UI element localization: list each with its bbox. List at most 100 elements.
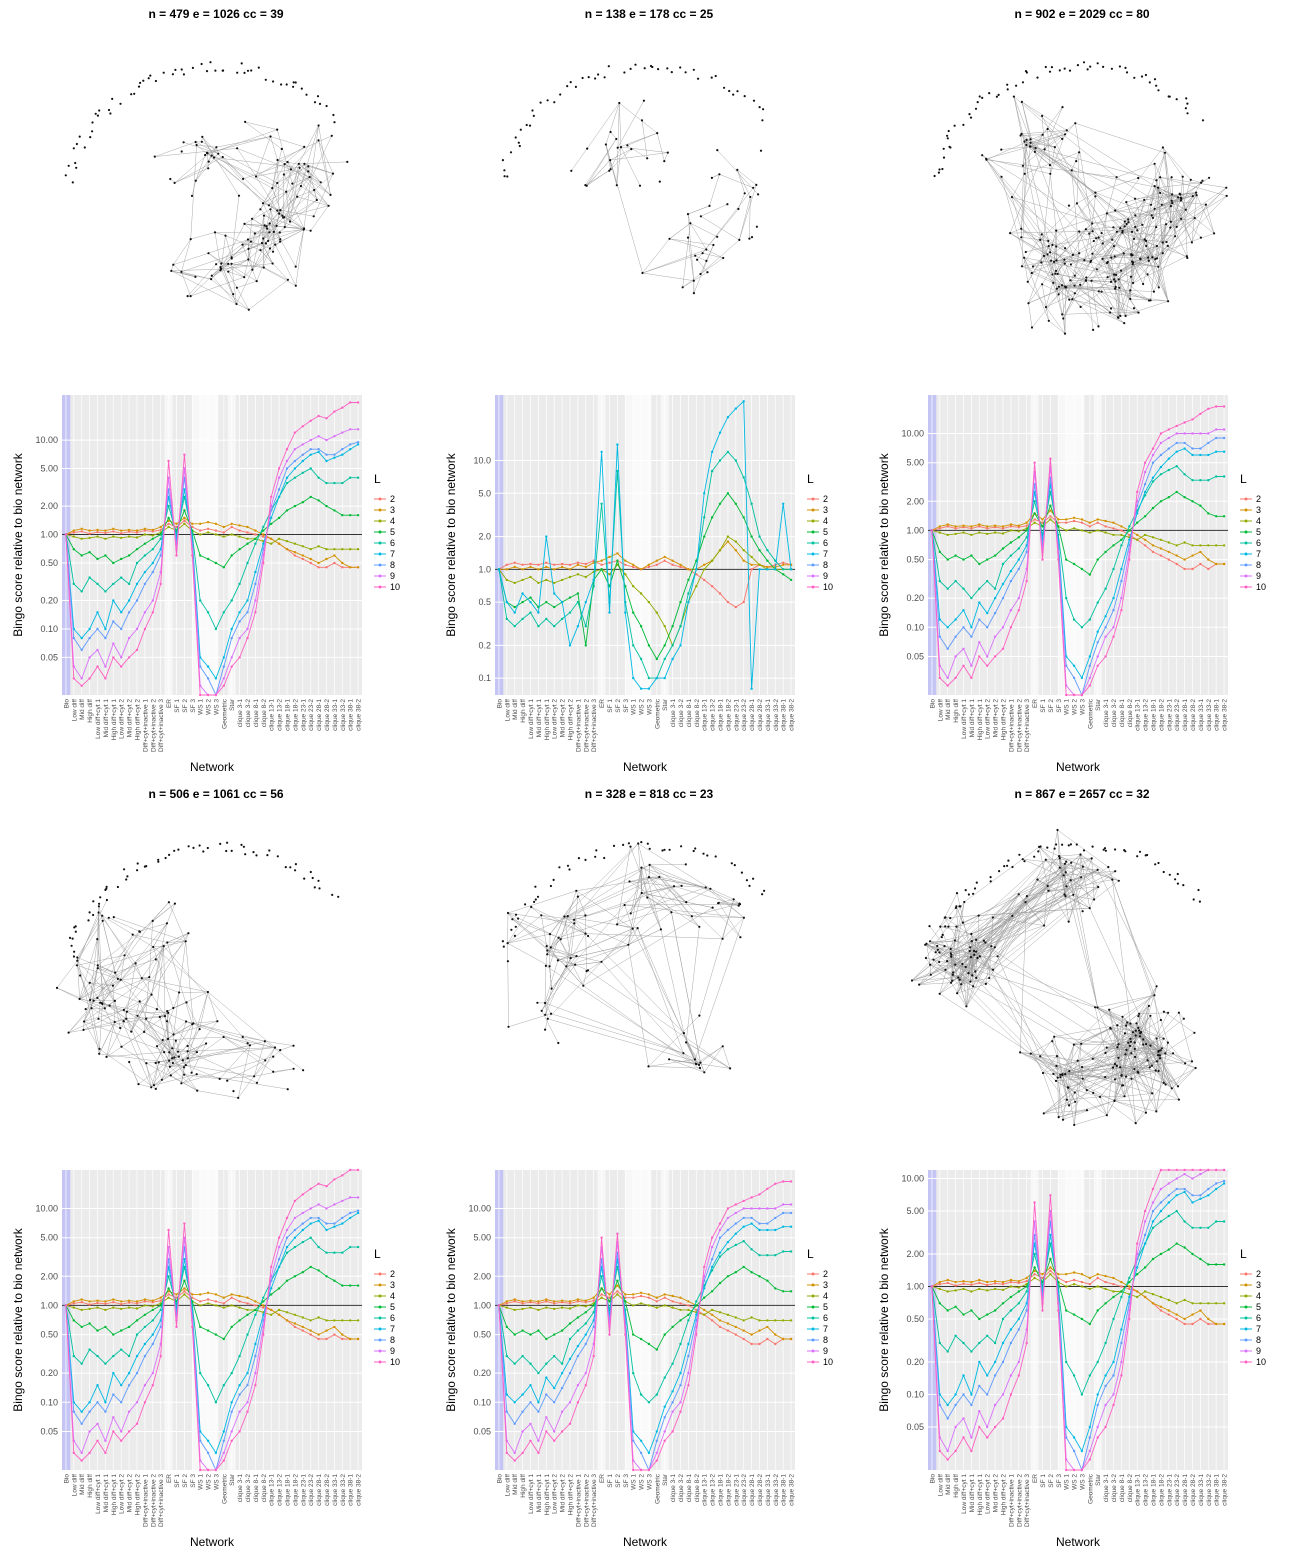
data-point: [1191, 1168, 1194, 1172]
data-point: [127, 1384, 131, 1387]
isolated-node: [1138, 850, 1142, 853]
network-node: [726, 203, 729, 206]
isolated-node: [942, 156, 946, 159]
network-node: [956, 992, 959, 995]
x-tick-label: clique 28-2: [324, 699, 331, 731]
data-point: [341, 406, 344, 409]
network-node: [978, 955, 982, 958]
data-point: [647, 1293, 651, 1296]
highlight-band: [625, 1170, 634, 1470]
network-node: [313, 188, 316, 192]
network-node: [242, 177, 245, 180]
data-point: [80, 1298, 83, 1301]
data-point: [1104, 1341, 1107, 1345]
network-node: [155, 1008, 158, 1011]
x-tick-label: Star: [229, 1473, 236, 1486]
network-node: [183, 1073, 186, 1076]
data-point: [1009, 1280, 1013, 1284]
data-point: [270, 495, 273, 499]
network-edge-paths: [571, 100, 759, 294]
data-point: [993, 1309, 997, 1312]
data-point: [143, 542, 147, 545]
data-point: [199, 1468, 202, 1472]
data-point: [1057, 1309, 1060, 1312]
data-point: [986, 1334, 989, 1338]
data-point: [112, 1298, 115, 1301]
isolated-node: [697, 77, 700, 80]
series-line: [498, 1240, 792, 1403]
isolated-node: [946, 134, 949, 137]
network-node: [682, 1052, 685, 1055]
data-point: [127, 1301, 131, 1304]
data-point: [293, 459, 297, 463]
data-point: [639, 625, 643, 628]
data-point: [80, 1451, 83, 1455]
data-point: [214, 693, 218, 697]
data-point: [246, 1410, 249, 1413]
data-point: [222, 525, 225, 529]
series-4: [930, 1273, 1226, 1305]
data-point: [104, 537, 107, 540]
data-point: [718, 1281, 722, 1285]
network-node: [692, 279, 695, 282]
network-node: [1075, 160, 1078, 163]
data-point: [317, 448, 320, 451]
data-point: [96, 557, 99, 561]
network-node: [1170, 1087, 1173, 1090]
isolated-node: [96, 114, 99, 117]
network-node: [1161, 241, 1164, 244]
data-point: [143, 1313, 147, 1317]
network-node: [1051, 273, 1054, 276]
data-point: [726, 416, 730, 419]
data-point: [151, 1305, 154, 1308]
network-node: [1034, 147, 1037, 150]
x-tick-label: clique 28-2: [1190, 1474, 1197, 1506]
data-point: [726, 600, 730, 604]
data-point: [1112, 521, 1115, 524]
data-point: [1167, 436, 1171, 440]
x-tick-label: Mid diff+cyt 2: [127, 1474, 134, 1513]
network-node: [1063, 262, 1066, 265]
data-point: [1199, 550, 1202, 554]
network-node: [699, 272, 702, 276]
data-point: [655, 1451, 658, 1455]
data-point: [349, 448, 352, 451]
network-node: [718, 173, 721, 176]
data-point: [88, 551, 91, 554]
network-node: [1058, 866, 1061, 869]
data-point: [782, 561, 785, 564]
legend-key-point: [811, 585, 815, 589]
data-point: [183, 516, 186, 520]
network-node: [1179, 196, 1182, 199]
data-point: [349, 1245, 352, 1249]
network-node: [1185, 255, 1188, 258]
data-point: [199, 1325, 202, 1329]
y-tick-label: 1.00: [906, 525, 924, 535]
isolated-node: [91, 130, 94, 133]
data-point: [513, 1451, 516, 1455]
x-tick-label: Diff+cyt+inactive 2: [150, 699, 157, 752]
data-point: [1096, 1309, 1099, 1312]
isolated-node: [192, 846, 195, 850]
data-point: [72, 548, 76, 551]
data-point: [986, 525, 989, 528]
series-6: [497, 1240, 793, 1404]
legend-key-point: [1244, 508, 1248, 512]
network-node: [1147, 1004, 1150, 1008]
data-point: [349, 1196, 352, 1199]
data-point: [254, 1300, 257, 1303]
data-point: [285, 467, 289, 470]
data-point: [191, 1293, 194, 1296]
data-point: [214, 522, 218, 525]
data-point: [254, 1354, 257, 1358]
network-node: [108, 1004, 111, 1007]
network-node: [1153, 162, 1156, 165]
isolated-node: [64, 174, 67, 177]
isolated-node: [332, 113, 335, 117]
network-node: [103, 1007, 106, 1010]
isolated-node: [289, 866, 292, 869]
network-node: [1149, 1044, 1152, 1047]
data-point: [341, 566, 344, 569]
network-node: [190, 194, 194, 197]
network-node: [1115, 1064, 1118, 1067]
